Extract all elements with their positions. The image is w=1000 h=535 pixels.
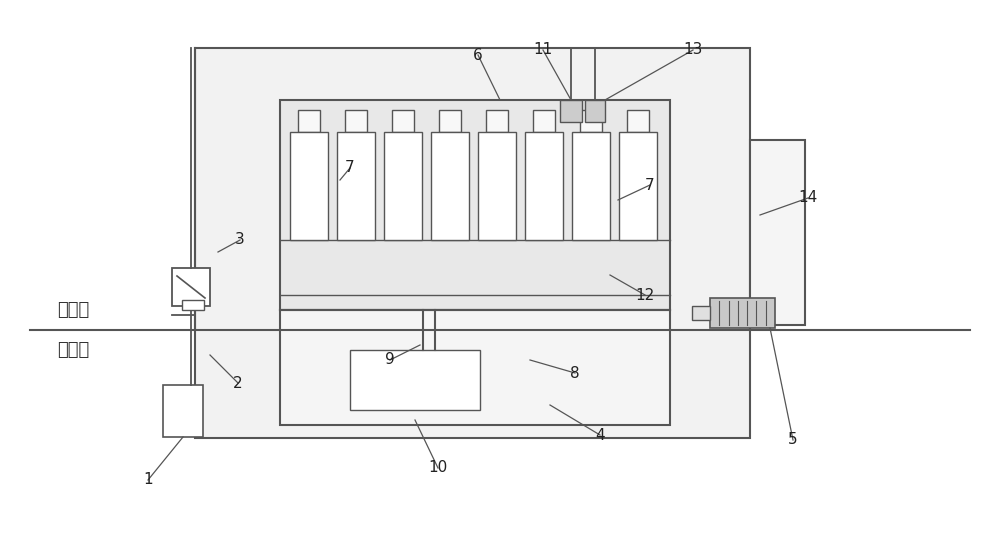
Bar: [280, 310, 670, 425]
Text: 8: 8: [570, 365, 580, 380]
Bar: [298, 110, 320, 132]
Bar: [585, 100, 605, 122]
Text: 12: 12: [635, 287, 655, 302]
Bar: [692, 306, 710, 320]
Bar: [172, 268, 210, 306]
Bar: [439, 110, 461, 132]
Bar: [486, 110, 508, 132]
Bar: [525, 132, 563, 240]
Bar: [560, 100, 582, 122]
Bar: [533, 110, 555, 132]
Bar: [619, 132, 657, 240]
Bar: [572, 132, 610, 240]
Bar: [580, 110, 602, 132]
Text: 7: 7: [645, 178, 655, 193]
Bar: [345, 110, 367, 132]
Text: 6: 6: [473, 48, 483, 63]
Bar: [163, 385, 203, 437]
Text: 机体内: 机体内: [57, 301, 89, 319]
Text: 5: 5: [788, 432, 798, 447]
Bar: [182, 300, 204, 310]
Bar: [384, 132, 422, 240]
Text: 9: 9: [385, 353, 395, 368]
Text: 13: 13: [683, 42, 703, 57]
Bar: [392, 110, 414, 132]
Bar: [750, 140, 805, 325]
Bar: [478, 132, 516, 240]
Bar: [710, 298, 775, 328]
Bar: [431, 132, 469, 240]
Text: 2: 2: [233, 376, 243, 391]
Bar: [280, 100, 670, 310]
Text: 4: 4: [595, 427, 605, 442]
Text: 1: 1: [143, 472, 153, 487]
Text: 14: 14: [798, 190, 818, 205]
Bar: [195, 48, 750, 438]
Text: 11: 11: [533, 42, 553, 57]
Text: 3: 3: [235, 233, 245, 248]
Bar: [627, 110, 649, 132]
Text: 机体外: 机体外: [57, 341, 89, 359]
Bar: [350, 350, 480, 410]
Bar: [290, 132, 328, 240]
Text: 10: 10: [428, 461, 448, 476]
Text: 7: 7: [345, 160, 355, 175]
Bar: [337, 132, 375, 240]
